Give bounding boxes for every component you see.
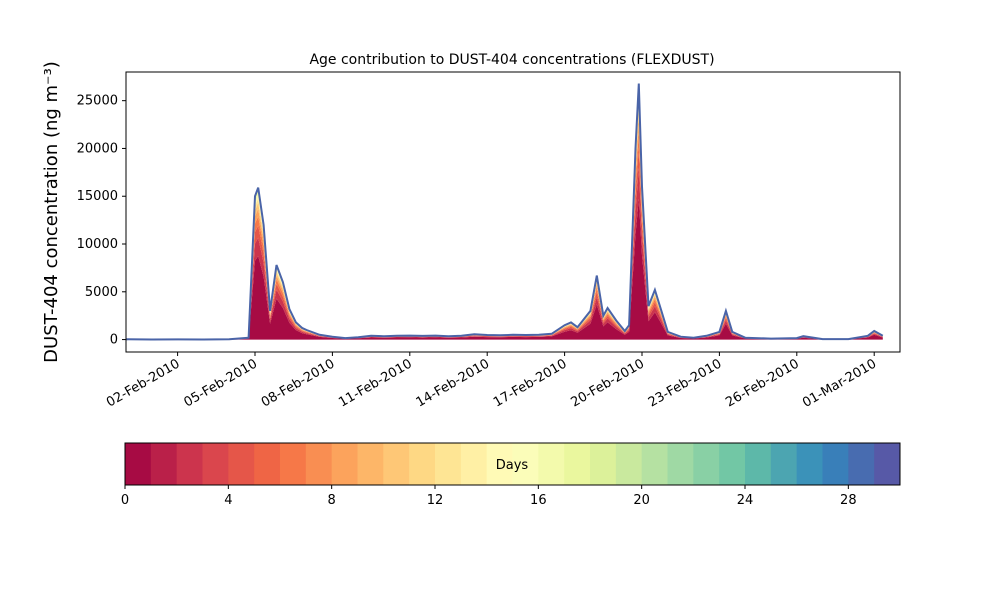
colorbar-tick-label: 20 (633, 493, 650, 508)
plot-area (126, 83, 884, 341)
colorbar-level (125, 443, 152, 485)
colorbar-level (305, 443, 333, 485)
colorbar-level (822, 443, 849, 485)
colorbar-level (176, 443, 203, 485)
colorbar-level (667, 443, 694, 485)
colorbar-level (357, 443, 384, 485)
colorbar-level (590, 443, 617, 485)
age-layer (126, 95, 883, 340)
colorbar-level (150, 443, 178, 485)
colorbar (125, 443, 901, 485)
x-tick-label: 08-Feb-2010 (259, 356, 338, 410)
age-layer (126, 168, 883, 340)
colorbar-level (796, 443, 823, 485)
colorbar-level (409, 443, 436, 485)
colorbar-level (486, 443, 513, 485)
x-tick-label: 26-Feb-2010 (723, 356, 802, 410)
colorbar-level (228, 443, 255, 485)
colorbar-tick-label: 8 (328, 493, 336, 508)
age-layer (126, 89, 883, 340)
age-layer (126, 109, 883, 340)
age-layer (126, 86, 883, 340)
colorbar-level (719, 443, 746, 485)
colorbar-label: Days (496, 458, 529, 473)
y-axis-label: DUST-404 concentration (ng m⁻³) (41, 61, 62, 363)
y-tick-label: 20000 (77, 141, 118, 156)
colorbar-level (538, 443, 565, 485)
colorbar-level (641, 443, 668, 485)
colorbar-level (435, 443, 462, 485)
colorbar-frame (124, 442, 901, 486)
y-tick-label: 10000 (77, 237, 118, 252)
y-tick-label: 15000 (77, 189, 118, 204)
x-tick-label: 17-Feb-2010 (491, 356, 570, 410)
x-tick-label: 14-Feb-2010 (414, 356, 493, 410)
colorbar-level (874, 443, 901, 485)
x-tick-label: 02-Feb-2010 (104, 356, 183, 410)
age-layer (126, 101, 883, 340)
colorbar-level (280, 443, 307, 485)
colorbar-level (745, 443, 772, 485)
total-concentration-line (126, 83, 884, 341)
colorbar-level (383, 443, 410, 485)
colorbar-tick-label: 28 (840, 493, 857, 508)
age-layer (126, 119, 883, 340)
colorbar-level (512, 443, 539, 485)
colorbar-tick-label: 12 (427, 493, 444, 508)
x-tick-label: 11-Feb-2010 (336, 356, 415, 410)
x-tick-label: 01-Mar-2010 (800, 356, 879, 410)
colorbar-tick-label: 0 (121, 493, 129, 508)
colorbar-ticks: 0 4 8 12 16 20 24 28 (121, 485, 857, 508)
y-tick-label: 5000 (85, 285, 118, 300)
plot-frame (125, 71, 901, 353)
y-tick-label: 0 (110, 333, 118, 348)
y-tick-label: 25000 (77, 94, 118, 109)
colorbar-tick-label: 16 (530, 493, 547, 508)
colorbar-level (615, 443, 643, 485)
x-tick-label: 05-Feb-2010 (181, 356, 260, 410)
colorbar-level (254, 443, 281, 485)
chart-title: Age contribution to DUST-404 concentrati… (309, 52, 714, 68)
colorbar-tick-label: 24 (737, 493, 754, 508)
age-layer (126, 132, 883, 340)
colorbar-level (564, 443, 591, 485)
age-contribution-layers (126, 83, 883, 340)
colorbar-level (770, 443, 798, 485)
age-layer (126, 83, 883, 340)
y-axis-ticks: 0 5000 10000 15000 20000 25000 (77, 94, 126, 348)
age-layer (126, 147, 883, 340)
colorbar-level (202, 443, 229, 485)
age-layer (126, 198, 883, 340)
x-axis-ticks: 02-Feb-201005-Feb-201008-Feb-201011-Feb-… (104, 352, 879, 411)
x-tick-label: 20-Feb-2010 (568, 356, 647, 410)
colorbar-level (331, 443, 358, 485)
colorbar-level (848, 443, 875, 485)
x-tick-label: 23-Feb-2010 (646, 356, 725, 410)
colorbar-level (460, 443, 488, 485)
colorbar-tick-label: 4 (224, 493, 232, 508)
colorbar-level (693, 443, 720, 485)
